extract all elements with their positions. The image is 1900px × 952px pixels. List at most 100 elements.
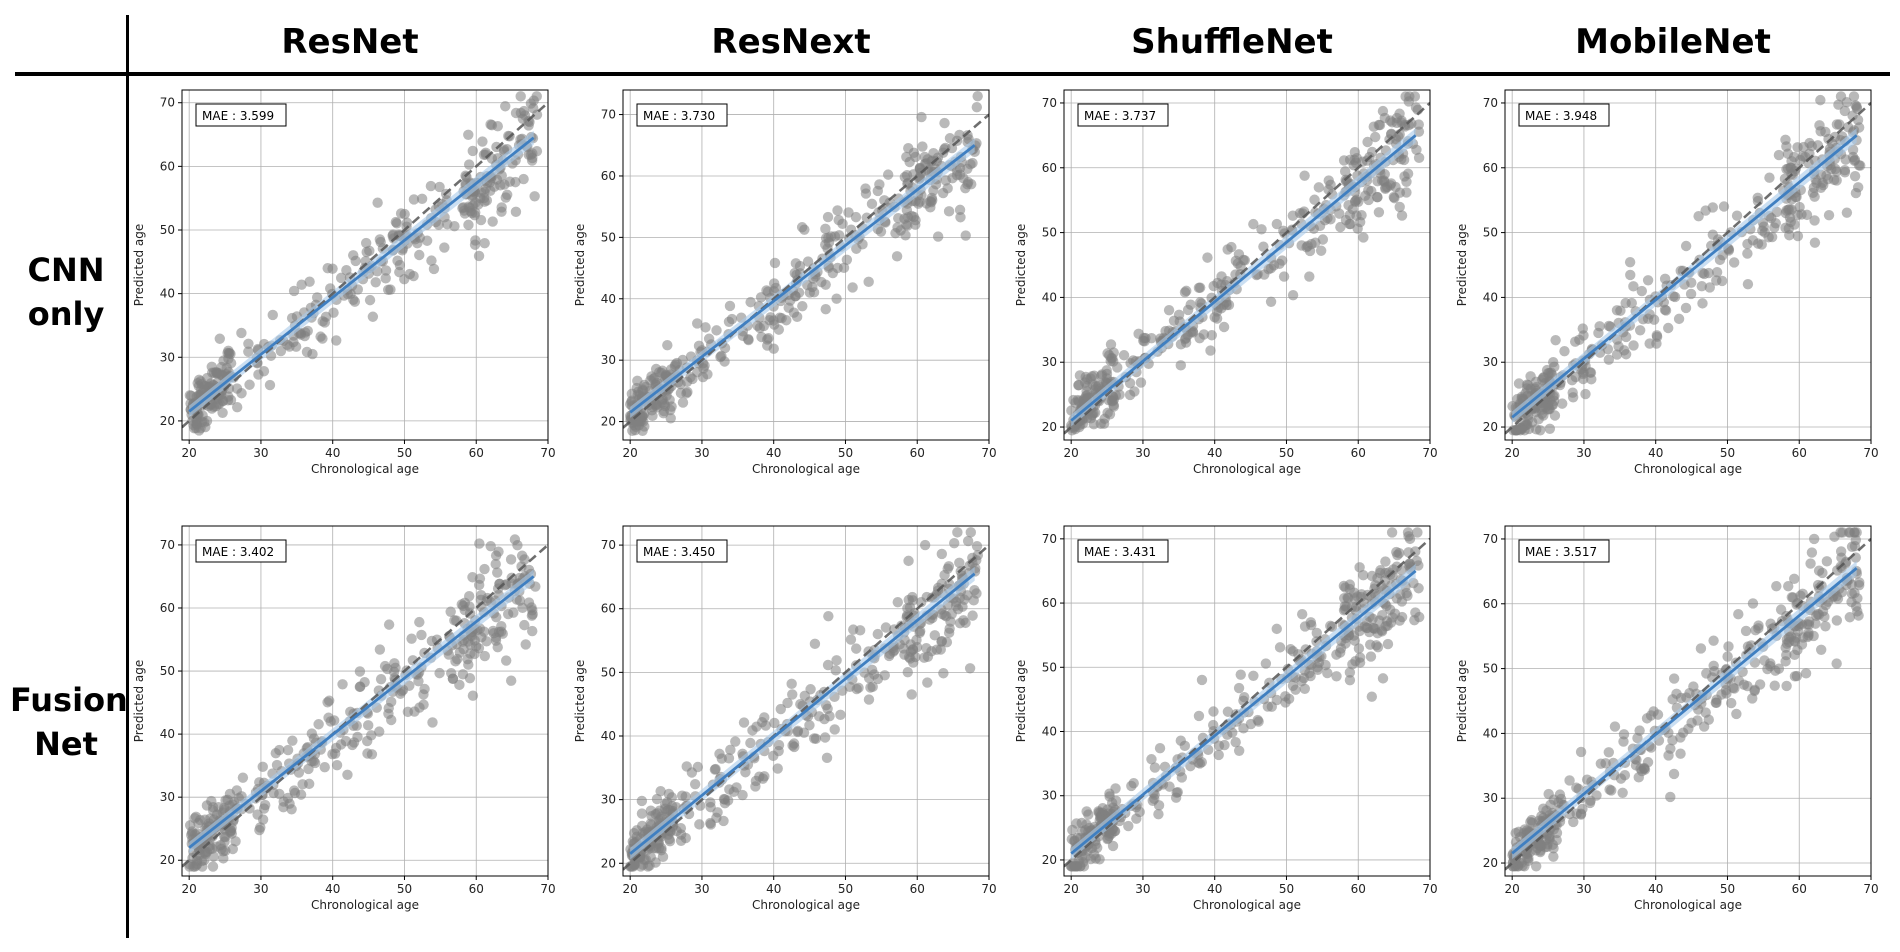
- data-point: [902, 667, 913, 678]
- data-point: [1636, 765, 1648, 777]
- data-point: [219, 831, 230, 842]
- data-point: [1322, 667, 1333, 679]
- x-tick-label: 60: [469, 882, 484, 896]
- data-point: [1513, 378, 1525, 389]
- data-point: [1262, 701, 1274, 712]
- data-point: [1800, 668, 1812, 679]
- data-point: [329, 748, 341, 759]
- y-tick-label: 40: [160, 727, 175, 741]
- data-point: [636, 808, 648, 819]
- row-header-line: Net: [34, 725, 98, 763]
- data-point: [1806, 547, 1818, 558]
- data-point: [1179, 740, 1191, 752]
- data-point: [416, 629, 427, 641]
- data-point: [1382, 638, 1394, 650]
- data-point: [891, 251, 903, 262]
- data-point: [350, 255, 361, 267]
- data-point: [331, 335, 342, 346]
- y-tick-label: 50: [1483, 226, 1498, 240]
- row-header-cnn-only: CNN only: [10, 248, 122, 336]
- data-point: [331, 759, 343, 771]
- data-point: [257, 761, 268, 773]
- data-point: [1770, 218, 1781, 229]
- data-point: [1628, 281, 1639, 292]
- x-tick-label: 50: [397, 446, 412, 460]
- mae-annotation: MAE : 3.431: [1077, 539, 1169, 563]
- data-point: [822, 659, 834, 671]
- axes-frame: [181, 89, 549, 441]
- data-point: [1718, 201, 1730, 212]
- y-tick-label: 60: [1042, 161, 1057, 175]
- data-point: [1411, 144, 1422, 155]
- data-point: [518, 173, 529, 185]
- data-point: [1287, 210, 1299, 221]
- data-point: [931, 155, 942, 167]
- data-point: [1258, 241, 1269, 252]
- data-point: [282, 744, 294, 756]
- data-point: [207, 861, 219, 872]
- plot-area: [1505, 527, 1871, 872]
- data-point: [745, 737, 756, 749]
- data-point: [1548, 843, 1559, 854]
- data-point: [490, 558, 501, 570]
- data-point: [366, 730, 377, 741]
- data-point: [1409, 91, 1421, 102]
- data-point: [473, 579, 485, 591]
- data-point: [1703, 714, 1714, 725]
- data-point: [1853, 580, 1865, 591]
- data-point: [1386, 527, 1398, 538]
- data-point: [475, 589, 487, 601]
- data-point: [647, 410, 658, 422]
- data-point: [1695, 643, 1707, 654]
- data-point: [1771, 580, 1782, 592]
- data-point: [527, 152, 538, 164]
- data-point: [863, 276, 874, 288]
- data-point: [802, 256, 814, 267]
- data-point: [833, 230, 845, 241]
- data-point: [1652, 709, 1664, 720]
- data-point: [944, 623, 955, 634]
- data-point: [1179, 333, 1191, 345]
- identity-line: [1505, 537, 1871, 871]
- data-point: [929, 630, 941, 641]
- data-point: [958, 172, 969, 184]
- data-point: [947, 172, 958, 184]
- data-point: [383, 619, 395, 630]
- mae-label: MAE : 3.402: [202, 545, 274, 559]
- y-tick-label: 50: [1042, 660, 1057, 674]
- data-point: [931, 644, 943, 655]
- data-point: [1363, 194, 1374, 206]
- data-point: [201, 415, 213, 427]
- data-point: [763, 332, 774, 344]
- data-point: [1667, 735, 1678, 746]
- data-point: [1154, 742, 1166, 754]
- y-tick-label: 60: [160, 601, 175, 615]
- y-axis-label: Predicted age: [1455, 224, 1469, 307]
- data-point: [901, 219, 912, 230]
- data-point: [1344, 218, 1355, 230]
- data-point: [922, 677, 933, 688]
- x-axis-label: Chronological age: [311, 898, 419, 912]
- y-tick-label: 40: [1042, 725, 1057, 739]
- data-point: [1769, 680, 1780, 691]
- data-point: [705, 817, 716, 829]
- data-point: [1723, 641, 1734, 652]
- data-point: [361, 246, 372, 258]
- data-point: [1634, 725, 1645, 736]
- x-tick-label: 40: [1648, 446, 1663, 460]
- data-point: [774, 312, 785, 323]
- data-point: [467, 572, 478, 583]
- data-point: [317, 316, 328, 327]
- x-tick-label: 60: [910, 882, 925, 896]
- axes-frame: [622, 89, 990, 441]
- mae-label: MAE : 3.431: [1084, 545, 1156, 559]
- data-point: [949, 537, 960, 549]
- x-tick-label: 50: [1720, 882, 1735, 896]
- data-point: [500, 192, 511, 203]
- data-point: [452, 653, 463, 665]
- y-tick-label: 50: [160, 664, 175, 678]
- data-point: [810, 733, 822, 744]
- data-point: [718, 815, 729, 827]
- data-point: [691, 318, 703, 329]
- data-point: [1543, 403, 1555, 414]
